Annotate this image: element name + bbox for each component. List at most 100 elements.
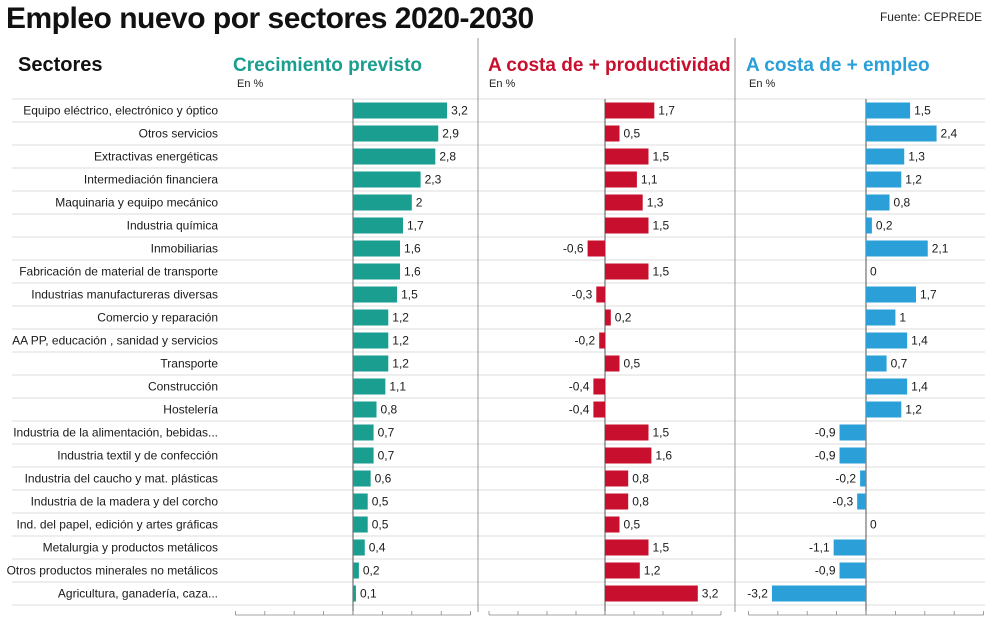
bar-crecimiento <box>353 355 389 372</box>
value-label-empleo: -0,9 <box>815 449 836 463</box>
value-label-crecimiento: 1,2 <box>392 334 409 348</box>
bar-crecimiento <box>353 217 403 234</box>
bar-crecimiento <box>353 378 386 395</box>
bar-empleo <box>860 470 866 487</box>
bar-crecimiento <box>353 516 368 533</box>
value-label-crecimiento: 2,3 <box>425 173 442 187</box>
value-label-crecimiento: 0,8 <box>381 403 398 417</box>
category-label: Equipo eléctrico, electrónico y óptico <box>23 104 218 118</box>
value-label-productividad: 0,5 <box>624 518 641 532</box>
value-label-crecimiento: 0,4 <box>369 541 386 555</box>
bar-productividad <box>593 401 605 418</box>
bar-empleo <box>866 240 928 257</box>
panel-title-crecimiento: Crecimiento previsto <box>233 55 422 76</box>
value-label-empleo: -0,9 <box>815 426 836 440</box>
bar-empleo <box>771 585 866 602</box>
category-label: Transporte <box>160 357 218 371</box>
bar-productividad <box>605 102 655 119</box>
value-label-crecimiento: 0,7 <box>378 426 395 440</box>
bar-productividad <box>605 309 611 326</box>
value-label-empleo: 1,2 <box>905 173 922 187</box>
value-label-productividad: 1,5 <box>653 426 670 440</box>
bar-productividad <box>605 148 649 165</box>
value-label-crecimiento: 0,5 <box>372 495 389 509</box>
value-label-empleo: -0,3 <box>832 495 853 509</box>
value-label-productividad: 1,5 <box>653 541 670 555</box>
category-label: Otros servicios <box>139 127 218 141</box>
bar-productividad <box>605 171 637 188</box>
panel-unit-crecimiento: En % <box>237 78 264 90</box>
bar-crecimiento <box>353 470 371 487</box>
value-label-productividad: 1,3 <box>647 196 664 210</box>
bar-productividad <box>605 194 643 211</box>
source-note: Fuente: CEPREDE <box>879 10 982 24</box>
value-label-empleo: 0,8 <box>894 196 911 210</box>
value-label-empleo: -1,1 <box>809 541 830 555</box>
category-label: Maquinaria y equipo mecánico <box>55 196 218 210</box>
value-label-productividad: 1,2 <box>644 564 661 578</box>
bar-productividad <box>596 286 605 303</box>
category-label: Agricultura, ganadería, caza... <box>58 587 218 601</box>
category-label: Otros productos minerales no metálicos <box>7 564 218 578</box>
category-label: Industria del caucho y mat. plásticas <box>25 472 218 486</box>
value-label-empleo: 1,2 <box>905 403 922 417</box>
bar-productividad <box>605 355 620 372</box>
value-label-crecimiento: 1,6 <box>404 265 421 279</box>
bar-empleo <box>833 539 866 556</box>
category-label: Industria de la alimentación, bebidas... <box>13 426 218 440</box>
bar-empleo <box>866 102 911 119</box>
category-label: Fabricación de material de transporte <box>19 265 218 279</box>
bar-empleo <box>866 125 937 142</box>
bar-crecimiento <box>353 493 368 510</box>
panel-title-empleo: A costa de + empleo <box>746 55 930 76</box>
value-label-crecimiento: 1,2 <box>392 311 409 325</box>
panel-unit-empleo: En % <box>749 78 776 90</box>
value-label-crecimiento: 0,1 <box>360 587 377 601</box>
bar-crecimiento <box>353 171 421 188</box>
bar-productividad <box>605 539 649 556</box>
category-label: Industria de la madera y del corcho <box>31 495 219 509</box>
value-label-productividad: 1,5 <box>653 150 670 164</box>
value-label-empleo: 1,5 <box>914 104 931 118</box>
value-label-empleo: -0,2 <box>835 472 856 486</box>
bar-productividad <box>605 493 629 510</box>
bar-productividad <box>605 585 698 602</box>
value-label-crecimiento: 1,7 <box>407 219 424 233</box>
value-label-productividad: 1,1 <box>641 173 658 187</box>
value-label-productividad: -0,6 <box>563 242 584 256</box>
bar-crecimiento <box>353 585 356 602</box>
value-label-empleo: 1,7 <box>920 288 937 302</box>
bar-crecimiento <box>353 424 374 441</box>
bar-empleo <box>866 148 905 165</box>
bar-empleo <box>866 355 887 372</box>
value-label-empleo: 0,2 <box>876 219 893 233</box>
value-label-crecimiento: 0,5 <box>372 518 389 532</box>
bar-productividad <box>599 332 605 349</box>
bar-empleo <box>866 401 902 418</box>
value-label-crecimiento: 2,8 <box>439 150 456 164</box>
value-label-productividad: 0,2 <box>615 311 632 325</box>
category-label: Construcción <box>148 380 218 394</box>
value-label-empleo: 0 <box>870 518 877 532</box>
bar-empleo <box>839 424 866 441</box>
panel-unit-productividad: En % <box>489 78 516 90</box>
value-label-crecimiento: 2,9 <box>442 127 459 141</box>
bar-productividad <box>605 263 649 280</box>
category-label: AA PP, educación , sanidad y servicios <box>12 334 218 348</box>
bar-empleo <box>839 447 866 464</box>
value-label-empleo: 1,4 <box>911 380 928 394</box>
bar-empleo <box>839 562 866 579</box>
bar-productividad <box>605 125 620 142</box>
value-label-productividad: 0,5 <box>624 357 641 371</box>
bar-empleo <box>866 332 908 349</box>
bar-productividad <box>605 470 629 487</box>
value-label-productividad: 0,8 <box>632 495 649 509</box>
panel-title-productividad: A costa de + productividad <box>488 55 731 76</box>
bar-crecimiento <box>353 194 412 211</box>
bar-productividad <box>605 562 640 579</box>
bar-crecimiento <box>353 286 398 303</box>
value-label-productividad: 0,8 <box>632 472 649 486</box>
bar-productividad <box>605 516 620 533</box>
value-label-empleo: 1 <box>899 311 906 325</box>
